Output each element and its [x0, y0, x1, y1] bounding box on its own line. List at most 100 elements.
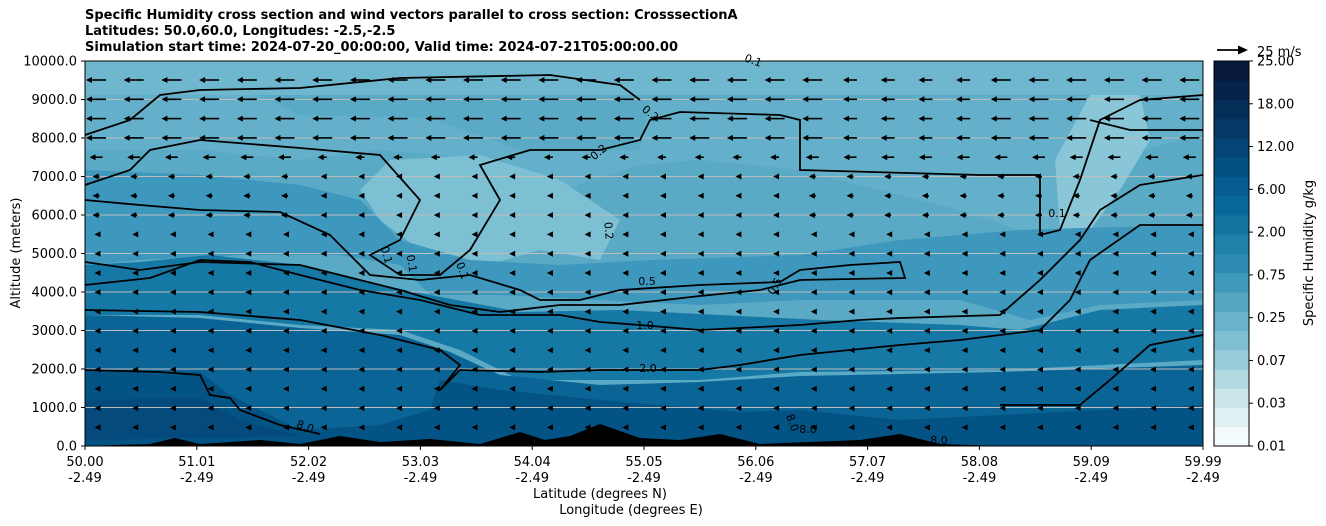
wind-vector-arrow — [735, 231, 742, 238]
wind-vector-arrow — [773, 424, 780, 431]
wind-vector-arrow — [396, 347, 403, 354]
wind-vector-arrow — [387, 96, 408, 103]
wind-vector-arrow — [1179, 77, 1200, 83]
colorbar-band — [1214, 253, 1249, 274]
wind-vector-arrow — [810, 289, 817, 296]
wind-vector-arrow — [773, 308, 780, 315]
y-tick-label: 7000.0 — [32, 170, 78, 185]
wind-vector-arrow — [697, 347, 704, 354]
wind-vector-arrow — [584, 366, 591, 373]
wind-vector-arrow — [576, 96, 597, 103]
wind-vector-arrow — [1072, 212, 1080, 219]
wind-vector-arrow — [463, 115, 483, 122]
colorbar-tick-label: 25.00 — [1257, 55, 1294, 70]
wind-vector-arrow — [735, 289, 742, 296]
colorbar-tick-label: 2.00 — [1257, 226, 1286, 241]
wind-vector-arrow — [810, 231, 817, 238]
wind-vector-arrow — [1074, 405, 1081, 412]
wind-vector-arrow — [161, 115, 182, 122]
wind-vector-arrow — [576, 77, 597, 83]
wind-vector-arrow — [1141, 96, 1162, 103]
wind-vector-arrow — [546, 192, 553, 199]
wind-vector-arrow — [245, 347, 252, 354]
colorbar-label: Specific Humidity g/kg — [1302, 180, 1317, 326]
wind-vector-arrow — [161, 134, 182, 141]
wind-vector-arrow — [651, 134, 672, 141]
wind-vector-arrow — [802, 115, 823, 122]
wind-vector-arrow — [1150, 424, 1157, 431]
wind-vector-arrow — [961, 385, 968, 392]
wind-vector-arrow — [923, 327, 930, 334]
wind-vector-arrow — [506, 154, 516, 161]
wind-vector-arrow — [622, 424, 629, 431]
wind-vector-arrow — [463, 77, 483, 83]
x-axis: 50.00-2.4951.01-2.4952.02-2.4953.03-2.49… — [66, 446, 1222, 486]
wind-vector-arrow — [773, 212, 780, 219]
wind-vector-arrow — [1074, 250, 1081, 257]
wind-vector-arrow — [1112, 289, 1119, 296]
wind-vector-arrow — [584, 289, 591, 296]
wind-vector-arrow — [843, 154, 857, 161]
wind-vector-arrow — [546, 385, 553, 392]
y-axis-label: Altitude (meters) — [9, 198, 24, 309]
wind-vector-arrow — [1150, 366, 1157, 373]
wind-vector-arrow — [433, 250, 440, 257]
wind-vector-arrow — [1037, 289, 1043, 296]
wind-vector-arrow — [735, 270, 742, 276]
x-axis-label-latitude: Latitude (degrees N) — [533, 487, 667, 502]
wind-vector-arrow — [1141, 115, 1162, 122]
wind-vector-arrow — [923, 424, 930, 431]
wind-vector-arrow — [471, 308, 478, 315]
wind-vector-arrow — [584, 405, 591, 412]
contour-label: 8.0 — [930, 434, 948, 447]
wind-vector-arrow — [846, 192, 854, 199]
x-tick-label-longitude: -2.49 — [515, 471, 549, 486]
wind-vector-arrow — [923, 250, 930, 257]
wind-vector-arrow — [471, 347, 478, 354]
colorbar-tick-label: 0.03 — [1257, 397, 1286, 412]
wind-vector-arrow — [358, 327, 365, 334]
wind-vector-arrow — [697, 289, 704, 296]
wind-vector-arrow — [236, 77, 257, 83]
wind-vector-arrow — [123, 96, 144, 103]
wind-vector-arrow — [622, 212, 629, 219]
wind-vector-arrow — [660, 270, 666, 276]
wind-vector-arrow — [199, 77, 220, 83]
wind-vector-arrow — [773, 270, 780, 276]
wind-vector-arrow — [1141, 134, 1162, 141]
wind-vector-arrow — [1150, 308, 1157, 315]
contour-lines — [85, 74, 1203, 435]
wind-vector-arrow — [764, 96, 785, 103]
reference-vector-key: 25 m/s — [1217, 45, 1302, 60]
wind-vector-arrow — [808, 192, 816, 199]
wind-vector-arrow — [810, 385, 817, 392]
wind-vector-arrow — [358, 385, 365, 392]
wind-vector-arrow — [848, 385, 855, 392]
wind-vector-arrow — [245, 308, 252, 315]
wind-vector-arrow — [546, 308, 553, 315]
wind-vector-arrow — [961, 270, 968, 276]
wind-vector-arrow — [697, 385, 704, 392]
wind-vector-arrow — [810, 250, 817, 257]
wind-vector-arrow — [283, 250, 289, 257]
wind-vector-arrow — [848, 347, 855, 354]
y-tick-label: 3000.0 — [32, 324, 78, 339]
wind-vector-arrow — [1074, 327, 1081, 334]
chart-title-line-3: Simulation start time: 2024-07-20_00:00:… — [85, 40, 678, 55]
wind-vector-arrow — [207, 405, 214, 412]
x-tick-label-longitude: -2.49 — [404, 471, 438, 486]
colorbar-band — [1214, 80, 1249, 100]
wind-vector-arrow — [805, 154, 819, 161]
wind-vector-arrow — [1037, 347, 1043, 354]
wind-vector-arrow — [1145, 154, 1159, 161]
wind-vector-arrow — [726, 77, 747, 83]
wind-vector-arrow — [622, 308, 629, 315]
wind-vector-arrow — [810, 327, 817, 334]
wind-vector-arrow — [312, 77, 333, 83]
wind-vector-arrow — [167, 192, 175, 199]
wind-vector-arrow — [999, 289, 1006, 296]
wind-vector-arrow — [349, 96, 370, 103]
wind-vector-arrow — [396, 327, 403, 334]
wind-vector-arrow — [843, 134, 857, 141]
wind-vector-arrow — [425, 134, 446, 141]
